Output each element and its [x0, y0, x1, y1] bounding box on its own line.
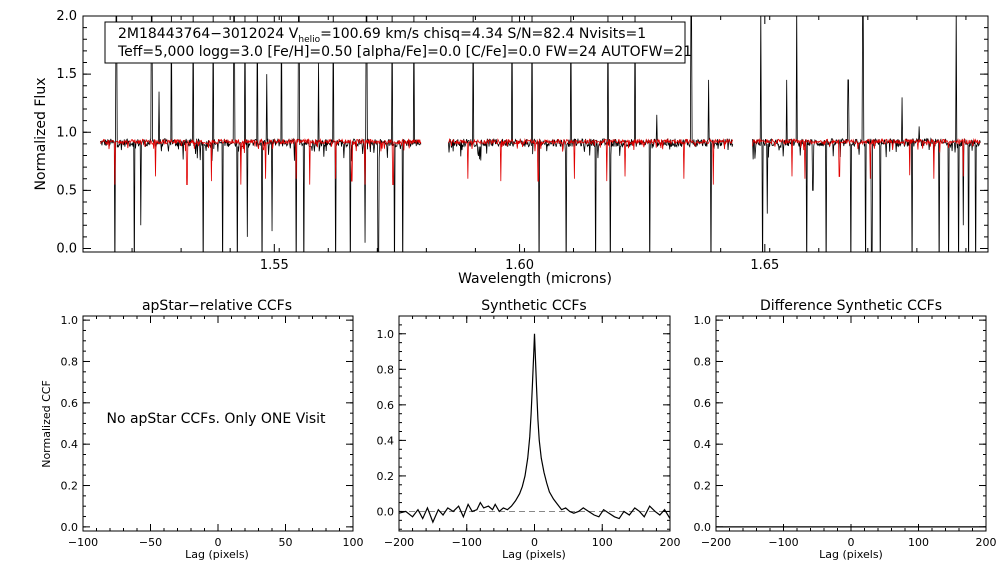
- y-tick-label: 0.6: [694, 397, 712, 410]
- y-tick-label: 1.0: [56, 125, 77, 140]
- y-tick-label: 0.8: [694, 355, 712, 368]
- y-tick-label: 2.0: [56, 9, 77, 24]
- x-tick-label: 100: [343, 536, 364, 549]
- difference-panel: Difference Synthetic CCFs −200 −100 0 100 20…: [694, 298, 997, 561]
- x-tick-label: −100: [768, 536, 798, 549]
- y-tick-label: 0.2: [61, 480, 79, 493]
- x-tick-label: 1.65: [750, 258, 779, 273]
- synthetic-xlabel: Lag (pixels): [502, 548, 566, 561]
- y-tick-label: 1.5: [56, 67, 77, 82]
- difference-axis-ticks: −200 −100 0 100 200 0.0 0.2 0.4 0.6 0.8 1.0: [694, 314, 997, 549]
- difference-title: Difference Synthetic CCFs: [760, 298, 942, 314]
- y-tick-label: 0.8: [61, 355, 79, 368]
- no-ccf-note: No apStar CCFs. Only ONE Visit: [106, 411, 326, 427]
- model-spectrum-line: [752, 138, 981, 179]
- y-tick-label: 0.0: [61, 521, 79, 534]
- x-tick-label: 200: [660, 536, 681, 549]
- y-tick-label: 0.0: [56, 242, 77, 257]
- spectrum-plot-area: [99, 16, 981, 252]
- info-line-1-subscript: helio: [298, 35, 320, 45]
- info-line-2: Teff=5,000 logg=3.0 [Fe/H]=0.50 [alpha/F…: [117, 44, 692, 60]
- info-line-1-suffix: =100.69 km/s chisq=4.34 S/N=82.4 Nvisits…: [320, 26, 646, 42]
- x-tick-label: 200: [976, 536, 997, 549]
- apstar-axis-ticks: −100 −50 0 50 100 0.0 0.2 0.4 0.6 0.8 1.0: [61, 314, 364, 549]
- model-spectrum-line: [448, 137, 734, 185]
- y-tick-label: 0.0: [694, 521, 712, 534]
- difference-xlabel: Lag (pixels): [819, 548, 883, 561]
- y-tick-label: 0.5: [56, 183, 77, 198]
- y-tick-label: 1.0: [377, 328, 395, 341]
- y-tick-label: 0.8: [377, 363, 395, 376]
- apstar-ylabel: Normalized CCF: [40, 380, 53, 468]
- x-tick-label: 1.55: [260, 258, 289, 273]
- x-tick-label: 100: [592, 536, 613, 549]
- spectrum-frame: [82, 15, 989, 253]
- spectrum-axis-ticks: 1.55 1.60 1.65 0.0 0.5 1.0 1.5 2.0: [56, 9, 988, 273]
- spectrum-ylabel: Normalized Flux: [33, 78, 49, 191]
- spectrum-panel: 1.55 1.60 1.65 0.0 0.5 1.0 1.5 2.0 Wavelength (…: [33, 9, 989, 287]
- x-tick-label: −200: [701, 536, 731, 549]
- y-tick-label: 0.0: [377, 505, 395, 518]
- model-spectrum-line: [99, 138, 422, 185]
- synthetic-axis-ticks: −200 −100 0 100 200 0.0 0.2 0.4 0.6 0.8 1.0: [377, 315, 681, 549]
- y-tick-label: 0.4: [377, 434, 395, 447]
- synthetic-plot-area: [399, 333, 670, 524]
- info-line-1: 2M18443764−3012024 Vhelio=100.69 km/s ch…: [118, 26, 646, 45]
- x-tick-label: 100: [908, 536, 929, 549]
- y-tick-label: 1.0: [61, 314, 79, 327]
- x-tick-label: 0: [531, 536, 538, 549]
- info-box: 2M18443764−3012024 Vhelio=100.69 km/s ch…: [104, 21, 692, 64]
- spectrum-xlabel: Wavelength (microns): [458, 271, 612, 287]
- y-tick-label: 0.6: [61, 397, 79, 410]
- x-tick-label: −200: [384, 536, 414, 549]
- x-tick-label: −50: [139, 536, 162, 549]
- y-tick-label: 0.2: [377, 470, 395, 483]
- x-tick-label: 0: [848, 536, 855, 549]
- y-tick-label: 0.4: [61, 438, 79, 451]
- y-tick-label: 0.4: [694, 438, 712, 451]
- info-box-frame: [104, 21, 686, 64]
- x-tick-label: 50: [279, 536, 293, 549]
- synthetic-panel: Synthetic CCFs −200 −100 0 100 200 0.0 0.2 0.4 0…: [377, 298, 681, 561]
- x-tick-label: 1.60: [505, 258, 534, 273]
- observed-spectrum-line: [100, 16, 422, 252]
- apstar-title: apStar−relative CCFs: [142, 298, 292, 314]
- x-tick-label: 0: [215, 536, 222, 549]
- apstar-xlabel: Lag (pixels): [185, 548, 249, 561]
- synthetic-title: Synthetic CCFs: [481, 298, 586, 314]
- info-line-1-prefix: 2M18443764−3012024 V: [118, 26, 299, 42]
- synthetic-ccf-line: [399, 333, 670, 524]
- y-tick-label: 0.6: [377, 399, 395, 412]
- x-tick-label: −100: [452, 536, 482, 549]
- y-tick-label: 1.0: [694, 314, 712, 327]
- y-tick-label: 0.2: [694, 480, 712, 493]
- difference-frame: [715, 315, 987, 532]
- apstar-panel: apStar−relative CCFs −100 −50 0 50 100 0.0 0.2…: [40, 298, 364, 561]
- x-tick-label: −100: [68, 536, 98, 549]
- observed-spectrum-line: [752, 16, 981, 252]
